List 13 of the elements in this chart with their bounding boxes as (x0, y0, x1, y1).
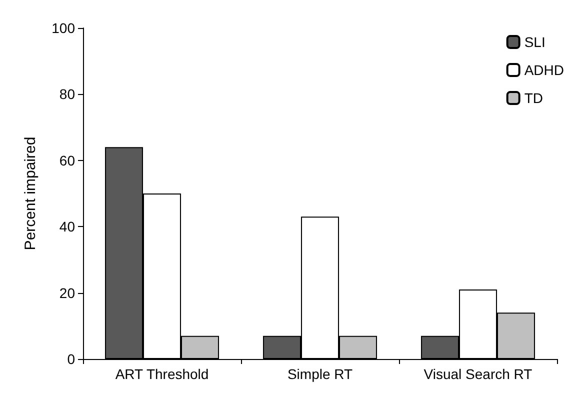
y-tick-label: 60 (59, 152, 76, 168)
x-tick-label: ART Threshold (115, 366, 209, 382)
y-tick-label: 80 (59, 86, 76, 102)
y-tick-label: 20 (59, 284, 76, 301)
x-tick-label: Visual Search RT (424, 366, 533, 382)
y-tick-label: 0 (67, 351, 76, 367)
legend-label: SLI (524, 34, 546, 50)
y-axis-title: Percent impaired (22, 136, 39, 250)
y-tick-label: 40 (59, 218, 76, 235)
x-tick-label: Simple RT (287, 366, 353, 382)
legend-label: ADHD (524, 62, 564, 78)
y-tick-label: 100 (52, 20, 76, 36)
legend-label: TD (524, 90, 544, 106)
